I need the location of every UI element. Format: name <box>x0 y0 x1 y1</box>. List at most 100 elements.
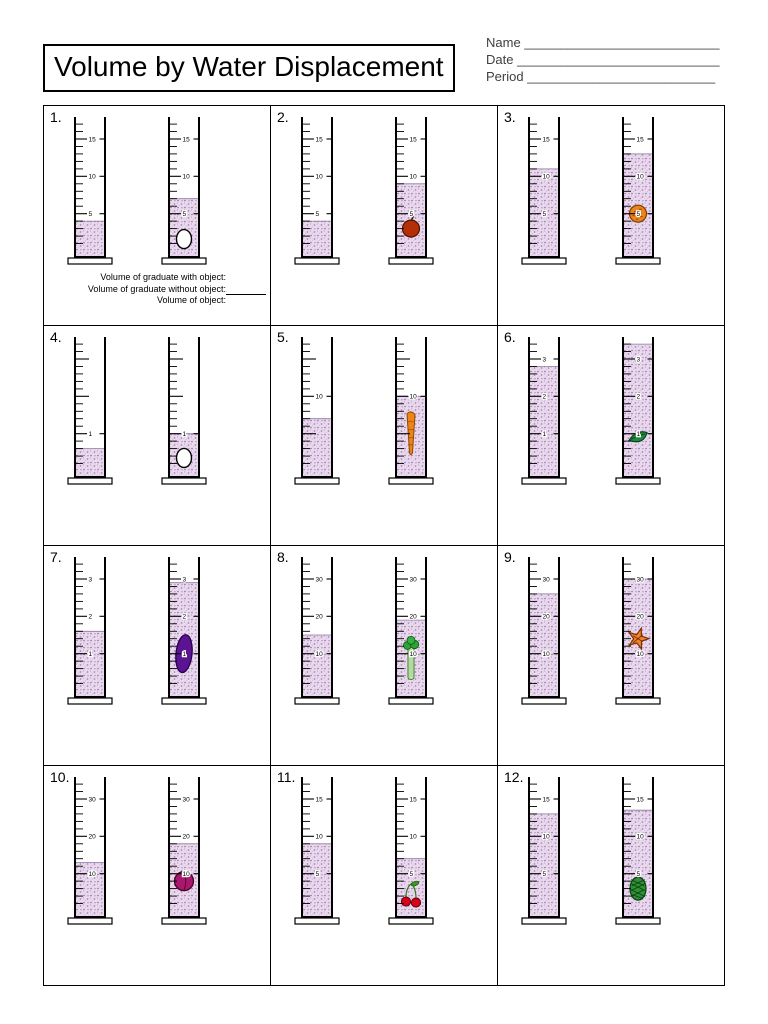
graduated-cylinder-with-object: 10 <box>388 337 434 485</box>
graduated-cylinder-without-object: 5 10 15 <box>521 777 567 925</box>
cylinder-walls <box>74 557 106 698</box>
egg-object <box>175 447 193 469</box>
cylinder-walls <box>395 777 427 918</box>
worktext-with-object-label: Volume of graduate with object: <box>100 272 226 282</box>
celery-object <box>403 635 420 680</box>
scale-ticks: 5 10 15 <box>624 123 652 244</box>
cylinder-walls <box>168 557 200 698</box>
cylinder-base <box>161 257 207 265</box>
problem-number: 1. <box>50 109 62 125</box>
period-label: Period <box>486 69 524 84</box>
svg-text:10: 10 <box>316 834 324 841</box>
graduated-cylinder-with-object: 10 20 30 <box>388 557 434 705</box>
svg-text:10: 10 <box>543 834 551 841</box>
svg-text:5: 5 <box>637 871 641 878</box>
svg-text:10: 10 <box>410 394 418 401</box>
scale-ticks: 10 20 30 <box>624 563 652 684</box>
cylinder-base <box>521 477 567 485</box>
cylinder-base <box>615 257 661 265</box>
problems-grid: 1. 5 10 15 5 10 15 Volume of graduate with ob… <box>43 105 725 986</box>
date-line: ____________________________ <box>517 52 720 67</box>
cylinder-pair: 5 10 15 5 10 15 <box>498 766 724 931</box>
liquid-fill <box>76 220 104 256</box>
period-line: __________________________ <box>527 69 716 84</box>
graduated-cylinder-without-object: 1 <box>67 337 113 485</box>
problem-number: 8. <box>277 549 289 565</box>
problem-number: 6. <box>504 329 516 345</box>
svg-text:10: 10 <box>637 651 645 658</box>
svg-text:2: 2 <box>543 394 547 401</box>
scale-ticks: 10 <box>397 343 425 464</box>
problem-cell-6: 6. 1 2 3 1 2 3 <box>498 326 725 546</box>
scale-ticks: 5 10 15 <box>397 783 425 904</box>
scale-ticks: 10 20 30 <box>170 783 198 904</box>
svg-text:10: 10 <box>410 174 418 181</box>
svg-text:20: 20 <box>543 614 551 621</box>
liquid-fill <box>303 634 331 696</box>
scale-ticks: 5 10 15 <box>303 783 331 904</box>
cylinder-walls <box>528 557 560 698</box>
svg-text:10: 10 <box>637 174 645 181</box>
svg-text:20: 20 <box>316 614 324 621</box>
eggplant-object <box>175 634 193 674</box>
svg-text:15: 15 <box>543 136 551 143</box>
scale-ticks: 1 2 3 <box>624 343 652 464</box>
svg-text:10: 10 <box>410 834 418 841</box>
svg-text:20: 20 <box>410 614 418 621</box>
cylinder-pair: 1 1 <box>44 326 270 491</box>
cylinder-walls <box>622 777 654 918</box>
cylinder-walls <box>528 117 560 258</box>
cylinder-base <box>388 697 434 705</box>
cylinder-walls <box>622 117 654 258</box>
liquid-fill <box>397 858 425 916</box>
graduated-cylinder-with-object: 5 10 15 <box>615 117 661 265</box>
problem-number: 7. <box>50 549 62 565</box>
svg-text:30: 30 <box>410 576 418 583</box>
cylinder-base <box>161 917 207 925</box>
graduated-cylinder-with-object: 1 <box>161 337 207 485</box>
svg-text:5: 5 <box>89 211 93 218</box>
problem-cell-4: 4. 1 1 <box>44 326 271 546</box>
graduated-cylinder-without-object: 10 20 30 <box>67 777 113 925</box>
cylinder-base <box>161 697 207 705</box>
graduated-cylinder-without-object: 1 2 3 <box>521 337 567 485</box>
cylinder-walls <box>528 777 560 918</box>
svg-text:3: 3 <box>543 356 547 363</box>
problem-cell-11: 11. 5 10 15 5 10 15 <box>271 766 498 986</box>
cylinder-walls <box>395 117 427 258</box>
cylinder-pair: 10 20 30 10 20 30 <box>271 546 497 711</box>
svg-text:10: 10 <box>89 871 97 878</box>
scale-ticks: 5 10 15 <box>530 123 558 244</box>
graduated-cylinder-with-object: 5 10 15 <box>388 777 434 925</box>
liquid-fill <box>76 448 104 476</box>
cylinder-walls <box>301 117 333 258</box>
problem-cell-1: 1. 5 10 15 5 10 15 Volume of graduate with ob… <box>44 106 271 326</box>
liquid-fill <box>530 593 558 696</box>
svg-text:15: 15 <box>410 796 418 803</box>
svg-text:10: 10 <box>410 651 418 658</box>
period-field: Period __________________________ <box>486 68 720 85</box>
problem1-worktext: Volume of graduate with object: Volume of… <box>44 272 270 307</box>
cylinder-pair: 10 20 30 10 20 30 <box>498 546 724 711</box>
svg-text:15: 15 <box>316 136 324 143</box>
cylinder-base <box>161 477 207 485</box>
cylinder-walls <box>395 557 427 698</box>
svg-text:10: 10 <box>637 834 645 841</box>
graduated-cylinder-without-object: 5 10 15 <box>294 777 340 925</box>
svg-text:30: 30 <box>89 796 97 803</box>
worktext-row: Volume of graduate with object: <box>44 272 270 284</box>
problem-number: 9. <box>504 549 516 565</box>
graduated-cylinder-without-object: 10 <box>294 337 340 485</box>
cylinder-base <box>294 257 340 265</box>
worktext-object-label: Volume of object: <box>156 295 226 305</box>
svg-text:1: 1 <box>183 431 187 438</box>
svg-text:30: 30 <box>316 576 324 583</box>
graduated-cylinder-with-object: 5 10 15 <box>161 117 207 265</box>
graduated-cylinder-with-object: 10 20 30 <box>161 777 207 925</box>
scale-ticks: 5 10 15 <box>397 123 425 244</box>
svg-text:1: 1 <box>543 431 547 438</box>
svg-text:1: 1 <box>637 431 641 438</box>
scale-ticks: 5 10 15 <box>530 783 558 904</box>
svg-text:30: 30 <box>637 576 645 583</box>
starfish-object <box>627 626 651 651</box>
